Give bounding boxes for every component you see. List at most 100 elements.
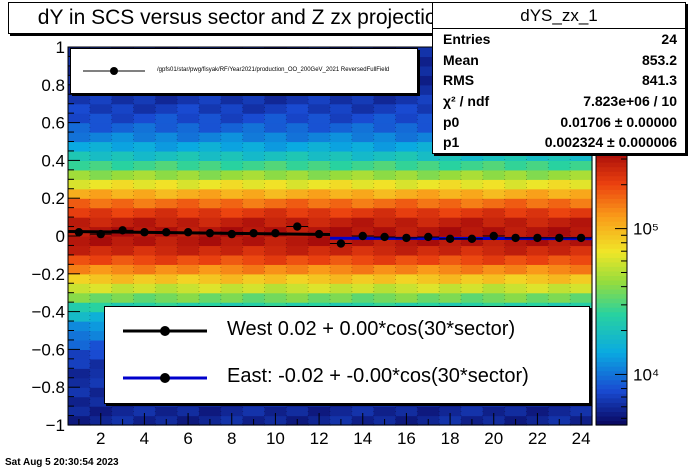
heatmap-cell	[308, 113, 331, 124]
heatmap-cell	[155, 150, 178, 161]
heatmap-cell	[133, 94, 156, 105]
heatmap-cell	[526, 226, 549, 237]
palette-cell	[596, 216, 627, 222]
heatmap-cell	[308, 217, 331, 228]
heatmap-cell	[111, 132, 135, 143]
heatmap-cell	[526, 169, 549, 180]
heatmap-cell	[177, 179, 200, 190]
heatmap-cell	[199, 236, 222, 247]
heatmap-cell	[570, 245, 593, 256]
heatmap-cell	[526, 188, 549, 199]
heatmap-cell	[308, 150, 331, 161]
heatmap-cell	[308, 141, 331, 152]
heatmap-cell	[351, 132, 375, 143]
heatmap-cell	[242, 150, 266, 161]
heatmap-cell	[242, 207, 266, 218]
series-layer	[67, 222, 593, 248]
heatmap-cell	[395, 179, 418, 190]
heatmap-cell	[373, 283, 397, 294]
heatmap-cell	[68, 254, 91, 265]
heatmap-cell	[351, 198, 375, 209]
heatmap-cell	[330, 169, 353, 180]
heatmap-cell	[242, 406, 266, 417]
heatmap-cell	[177, 160, 200, 171]
y-tick-label: −1	[46, 416, 65, 435]
heatmap-cell	[482, 254, 506, 265]
palette-cell	[596, 397, 627, 403]
heatmap-cell	[68, 330, 91, 341]
heatmap-cell	[417, 406, 440, 417]
heatmap-cell	[199, 406, 222, 417]
heatmap-cell	[461, 273, 484, 284]
heatmap-cell	[417, 179, 440, 190]
heatmap-cell	[504, 264, 528, 275]
heatmap-cell	[89, 302, 113, 313]
heatmap-cell	[199, 169, 222, 180]
heatmap-cell	[504, 169, 528, 180]
heatmap-cell	[220, 406, 244, 417]
heatmap-cell	[89, 339, 113, 350]
heatmap-cell	[330, 150, 353, 161]
palette-cell	[596, 239, 627, 245]
heatmap-cell	[461, 150, 484, 161]
y-tick-label: 0.6	[41, 114, 65, 133]
heatmap-cell	[373, 198, 397, 209]
data-point	[576, 233, 586, 243]
heatmap-cell	[89, 188, 113, 199]
data-point	[402, 233, 411, 243]
heatmap-cell	[155, 113, 178, 124]
heatmap-cell	[373, 94, 397, 105]
z-tick-label: 10⁴	[633, 365, 659, 384]
heatmap-cell	[330, 188, 353, 199]
palette-cell	[596, 166, 627, 172]
heatmap-cell	[482, 226, 506, 237]
palette-cell	[596, 180, 627, 186]
heatmap-cell	[570, 283, 593, 294]
heatmap-cell	[526, 292, 549, 303]
palette-cell	[596, 243, 627, 249]
heatmap-cell	[286, 292, 309, 303]
heatmap-cell	[351, 122, 375, 133]
heatmap-cell	[330, 179, 353, 190]
heatmap-cell	[264, 103, 287, 114]
y-tick-label: −0.4	[31, 303, 65, 322]
heatmap-cell	[155, 94, 178, 105]
heatmap-cell	[461, 245, 484, 256]
palette-cell	[596, 338, 627, 344]
heatmap-cell	[373, 160, 397, 171]
heatmap-cell	[417, 150, 440, 161]
heatmap-cell	[308, 160, 331, 171]
heatmap-cell	[242, 179, 266, 190]
heatmap-cell	[68, 358, 91, 369]
heatmap-cell	[395, 94, 418, 105]
heatmap-cell	[351, 406, 375, 417]
palette-cell	[596, 325, 627, 331]
heatmap-cell	[417, 292, 440, 303]
legend-top-marker	[83, 67, 145, 75]
heatmap-cell	[155, 273, 178, 284]
stats-row: RMS 841.3	[433, 70, 685, 91]
chart-title: dY in SCS versus sector and Z zx project…	[8, 2, 478, 34]
heatmap-cell	[68, 264, 91, 275]
heatmap-cell	[526, 207, 549, 218]
heatmap-cell	[89, 254, 113, 265]
x-tick-label: 16	[397, 429, 416, 448]
heatmap-cell	[177, 94, 200, 105]
palette-cell	[596, 388, 627, 394]
stats-key: RMS	[443, 72, 475, 89]
heatmap-cell	[177, 141, 200, 152]
legend-east-label: East: -0.02 + -0.00*cos(30*sector)	[227, 365, 529, 387]
palette-cell	[596, 302, 627, 308]
heatmap-cell	[133, 406, 156, 417]
heatmap-cell	[111, 406, 135, 417]
y-tick-label: −0.2	[31, 265, 65, 284]
heatmap-cell	[199, 283, 222, 294]
heatmap-cell	[89, 396, 113, 407]
heatmap-cell	[264, 283, 287, 294]
heatmap-cell	[439, 273, 462, 284]
color-palette	[595, 152, 628, 426]
heatmap-cell	[89, 377, 113, 388]
palette-cell	[596, 157, 627, 163]
heatmap-cell	[439, 217, 462, 228]
heatmap-cell	[482, 188, 506, 199]
